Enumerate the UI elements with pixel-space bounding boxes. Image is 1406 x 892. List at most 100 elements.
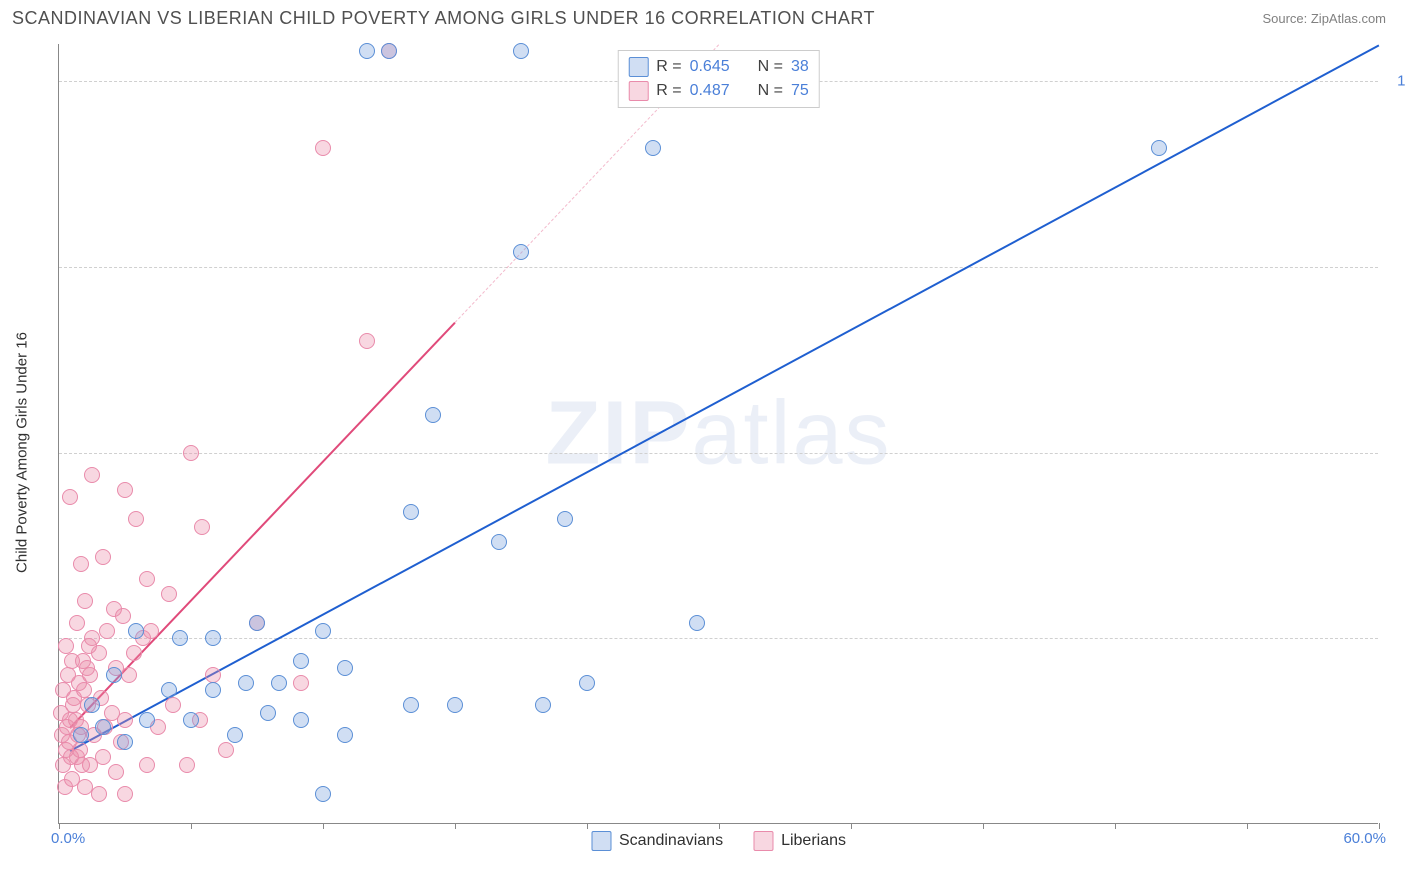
data-point [491,534,507,550]
chart-area: Child Poverty Among Girls Under 16 ZIPat… [50,44,1394,844]
chart-title: SCANDINAVIAN VS LIBERIAN CHILD POVERTY A… [12,8,875,29]
x-tick [323,823,324,829]
swatch-liberians-icon [628,81,648,101]
data-point [513,43,529,59]
data-point [72,742,88,758]
gridline [59,453,1378,454]
data-point [337,660,353,676]
data-point [293,653,309,669]
n-value-liberians: 75 [791,82,809,100]
data-point [161,682,177,698]
data-point [128,511,144,527]
y-tick-label: 50.0% [1388,444,1406,461]
data-point [76,682,92,698]
data-point [425,407,441,423]
data-point [81,638,97,654]
data-point [121,667,137,683]
data-point [183,445,199,461]
data-point [73,556,89,572]
data-point [128,623,144,639]
y-axis-label: Child Poverty Among Girls Under 16 [14,332,31,573]
data-point [108,764,124,780]
data-point [535,697,551,713]
n-prefix: N = [758,82,783,100]
data-point [403,504,419,520]
y-tick-label: 25.0% [1388,630,1406,647]
swatch-scandinavians-icon [628,57,648,77]
data-point [117,786,133,802]
n-prefix: N = [758,58,783,76]
data-point [218,742,234,758]
data-point [68,712,84,728]
data-point [139,757,155,773]
data-point [115,608,131,624]
data-point [62,489,78,505]
series-label: Scandinavians [619,832,723,850]
data-point [117,482,133,498]
data-point [260,705,276,721]
data-point [447,697,463,713]
x-tick [587,823,588,829]
data-point [73,727,89,743]
data-point [645,140,661,156]
data-point [238,675,254,691]
legend-series: Scandinavians Liberians [591,831,846,851]
series-label: Liberians [781,832,846,850]
data-point [161,586,177,602]
data-point [77,593,93,609]
data-point [95,749,111,765]
legend-row-liberians: R = 0.487 N = 75 [628,79,809,103]
data-point [95,549,111,565]
swatch-liberians-icon [753,831,773,851]
source-label: Source: ZipAtlas.com [1262,11,1386,26]
r-value-liberians: 0.487 [690,82,730,100]
data-point [513,244,529,260]
data-point [126,645,142,661]
data-point [165,697,181,713]
data-point [69,615,85,631]
data-point [205,630,221,646]
x-tick [1247,823,1248,829]
data-point [74,757,90,773]
legend-stats: R = 0.645 N = 38 R = 0.487 N = 75 [617,50,820,108]
data-point [194,519,210,535]
x-tick [983,823,984,829]
x-tick [851,823,852,829]
data-point [58,638,74,654]
data-point [91,786,107,802]
data-point [95,719,111,735]
data-point [249,615,265,631]
data-point [689,615,705,631]
data-point [315,140,331,156]
data-point [205,682,221,698]
x-tick [1379,823,1380,829]
legend-item-liberians: Liberians [753,831,846,851]
data-point [139,712,155,728]
data-point [293,712,309,728]
data-point [205,667,221,683]
data-point [99,623,115,639]
plot-region: ZIPatlas R = 0.645 N = 38 R = 0.487 N = … [58,44,1378,824]
data-point [579,675,595,691]
data-point [84,467,100,483]
x-axis-max-label: 60.0% [1343,830,1386,847]
data-point [79,660,95,676]
y-tick-label: 75.0% [1388,258,1406,275]
r-prefix: R = [656,82,681,100]
watermark: ZIPatlas [545,382,891,485]
data-point [106,667,122,683]
data-point [57,779,73,795]
gridline [59,267,1378,268]
data-point [65,697,81,713]
data-point [143,623,159,639]
gridline [59,638,1378,639]
data-point [84,697,100,713]
data-point [359,333,375,349]
x-tick [455,823,456,829]
data-point [117,712,133,728]
data-point [315,786,331,802]
legend-item-scandinavians: Scandinavians [591,831,723,851]
swatch-scandinavians-icon [591,831,611,851]
r-prefix: R = [656,58,681,76]
x-tick [719,823,720,829]
